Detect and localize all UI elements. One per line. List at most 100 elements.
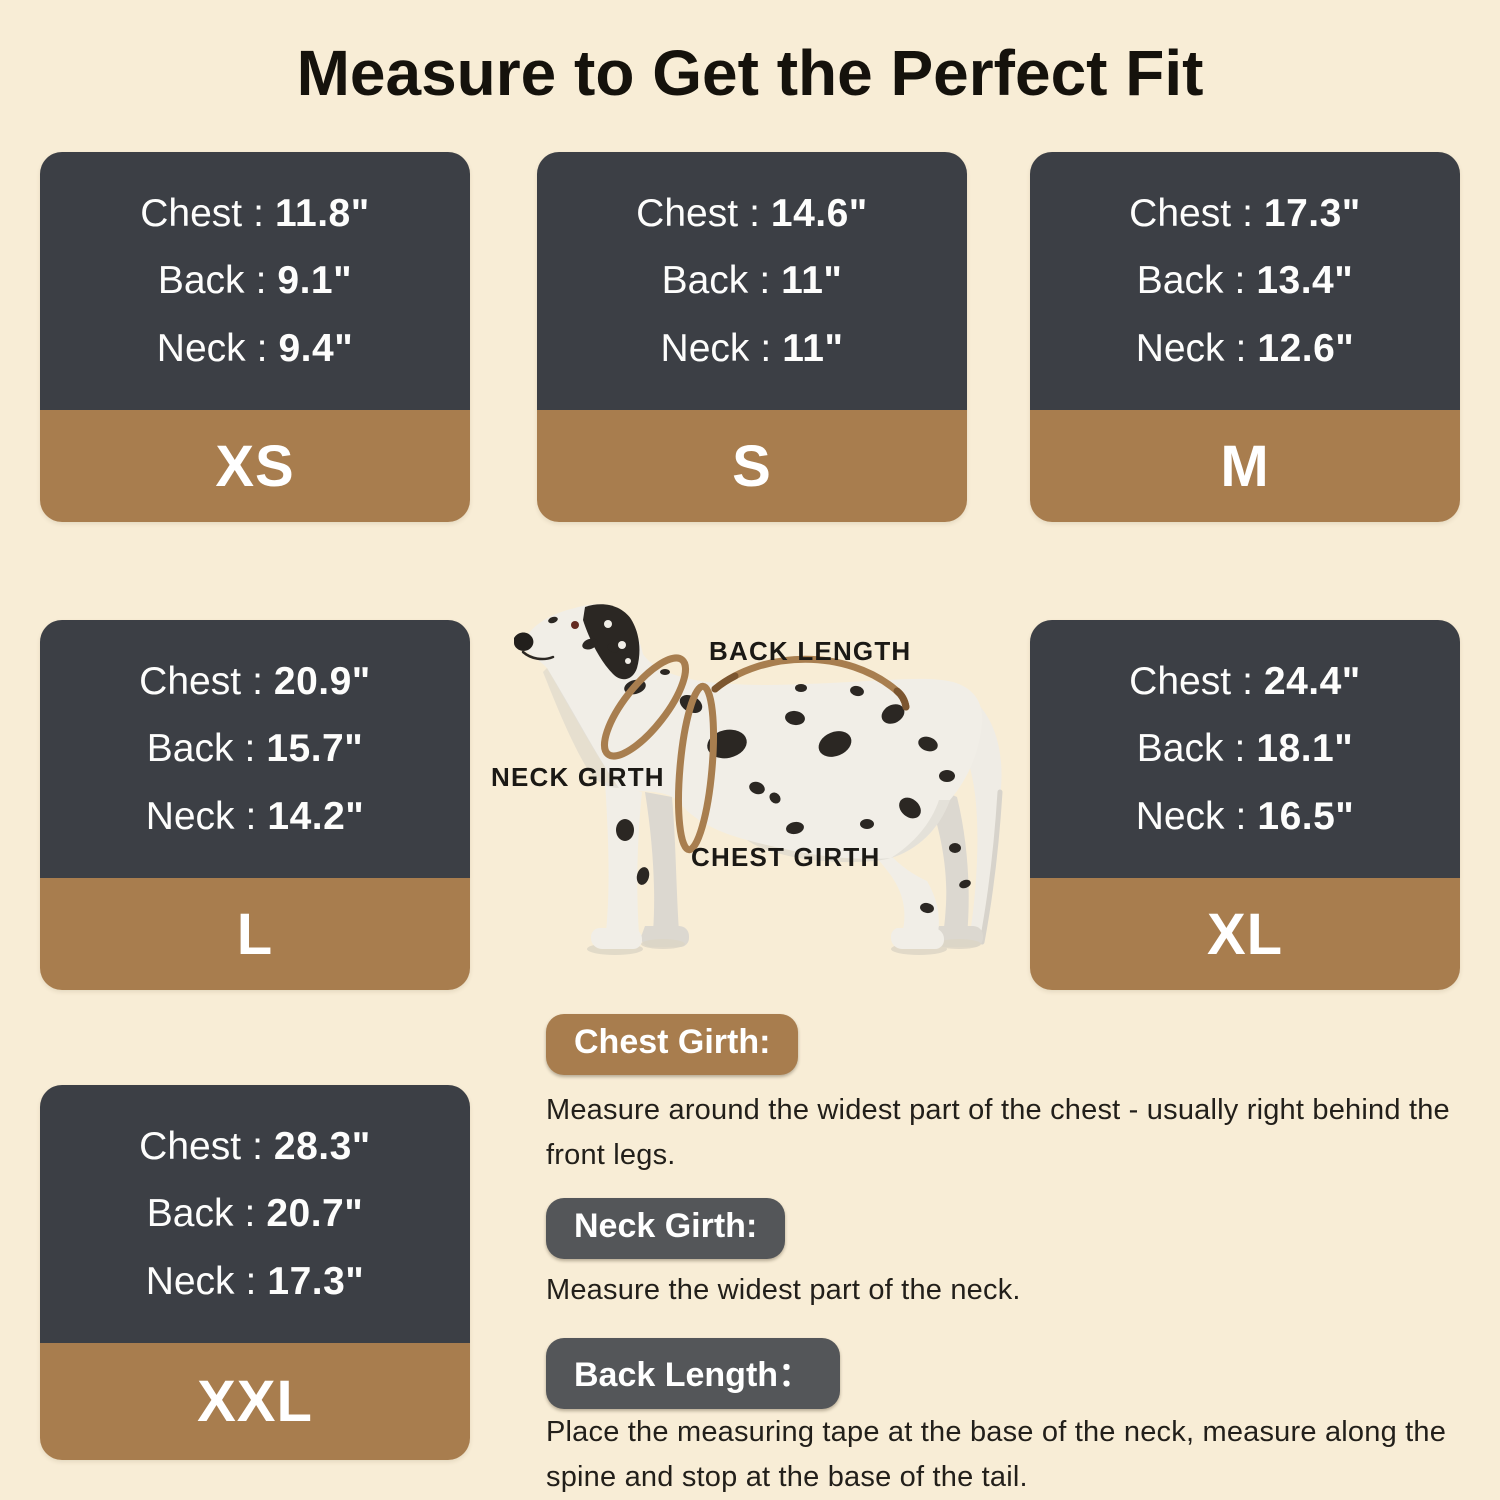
back-value: 20.7" [266, 1192, 364, 1235]
neck-label: Neck [145, 794, 235, 838]
chest-girth-arc [675, 682, 717, 854]
size-band: M [1030, 410, 1460, 522]
chest-label: Chest [1129, 659, 1232, 703]
back-row: Back : 20.7" [40, 1192, 470, 1236]
chest-label: Chest [1129, 191, 1232, 235]
card-measurements: Chest : 20.9" Back : 15.7" Neck : 14.2" [40, 620, 470, 878]
chest-label: Chest [636, 191, 739, 235]
card-measurements: Chest : 17.3" Back : 13.4" Neck : 12.6" [1030, 152, 1460, 410]
card-measurements: Chest : 24.4" Back : 18.1" Neck : 16.5" [1030, 620, 1460, 878]
back-label: Back [1136, 259, 1224, 302]
colon: : [244, 1192, 256, 1235]
colon: : [1242, 659, 1253, 703]
neck-value: 9.4" [278, 326, 354, 370]
size-card-xxl: Chest : 28.3" Back : 20.7" Neck : 17.3" … [40, 1085, 470, 1460]
size-band: XS [40, 410, 470, 522]
back-length-heading: Back Length： [546, 1338, 841, 1409]
chest-value: 28.3" [273, 1124, 371, 1168]
back-row: Back : 13.4" [1030, 259, 1460, 303]
back-label: Back [146, 727, 234, 770]
colon: : [245, 1259, 257, 1303]
neck-label: Neck [156, 326, 246, 370]
chest-row: Chest : 17.3" [1030, 192, 1460, 236]
dog-tail [931, 684, 1003, 945]
colon: : [1234, 727, 1246, 770]
colon: : [759, 259, 771, 302]
neck-label: Neck [660, 326, 750, 370]
colon: : [252, 1124, 263, 1168]
back-label: Back [146, 1192, 234, 1235]
colon: : [749, 191, 760, 235]
back-length-label: BACK LENGTH [709, 636, 912, 666]
neck-row: Neck : 11" [537, 327, 967, 371]
back-value: 13.4" [1256, 259, 1354, 302]
back-value: 11" [781, 259, 843, 302]
back-value: 9.1" [277, 259, 353, 302]
size-band: L [40, 878, 470, 990]
size-name: XXL [197, 1369, 313, 1434]
colon: : [1242, 191, 1253, 235]
dog-nose [514, 632, 534, 651]
neck-girth-arc [601, 654, 689, 760]
dog-eye [571, 621, 579, 629]
back-row: Back : 18.1" [1030, 727, 1460, 771]
card-measurements: Chest : 11.8" Back : 9.1" Neck : 9.4" [40, 152, 470, 410]
neck-value: 11" [782, 326, 844, 370]
size-name: S [732, 433, 772, 499]
dog-measurement-diagram: BACK LENGTH NECK GIRTH CHEST GIRTH [491, 592, 1015, 1012]
colon: : [252, 659, 263, 703]
chest-label: Chest [139, 659, 242, 703]
page-title: Measure to Get the Perfect Fit [296, 37, 1204, 109]
neck-row: Neck : 17.3" [40, 1260, 470, 1304]
neck-label: Neck [1135, 326, 1225, 370]
colon: : [1235, 794, 1247, 838]
card-measurements: Chest : 14.6" Back : 11" Neck : 11" [537, 152, 967, 410]
chest-row: Chest : 24.4" [1030, 660, 1460, 704]
neck-value: 16.5" [1257, 794, 1355, 838]
chest-row: Chest : 20.9" [40, 660, 470, 704]
card-measurements: Chest : 28.3" Back : 20.7" Neck : 17.3" [40, 1085, 470, 1343]
colon: : [1235, 326, 1247, 370]
neck-row: Neck : 9.4" [40, 327, 470, 371]
neck-row: Neck : 12.6" [1030, 327, 1460, 371]
measurement-arcs [601, 654, 910, 854]
size-card-xl: Chest : 24.4" Back : 18.1" Neck : 16.5" … [1030, 620, 1460, 990]
size-name: XS [215, 433, 295, 499]
chest-value: 20.9" [273, 659, 371, 703]
chest-girth-label: CHEST GIRTH [691, 842, 881, 872]
chest-label: Chest [139, 1124, 242, 1168]
colon: : [245, 794, 257, 838]
size-name: M [1220, 433, 1270, 499]
back-label: Back [1136, 727, 1224, 770]
chest-value: 11.8" [274, 191, 370, 235]
size-band: XL [1030, 878, 1460, 990]
neck-label: Neck [1135, 794, 1225, 838]
neck-value: 14.2" [267, 794, 365, 838]
chest-label: Chest [140, 191, 243, 235]
back-row: Back : 9.1" [40, 259, 470, 303]
neck-value: 12.6" [1257, 326, 1355, 370]
chest-row: Chest : 11.8" [40, 192, 470, 236]
size-name: XL [1206, 901, 1284, 967]
chest-value: 17.3" [1263, 191, 1361, 235]
back-row: Back : 15.7" [40, 727, 470, 771]
neck-row: Neck : 16.5" [1030, 795, 1460, 839]
colon: : [1234, 259, 1246, 302]
back-value: 15.7" [266, 727, 364, 770]
dog-ear [583, 604, 640, 680]
back-row: Back : 11" [537, 259, 967, 303]
chest-girth-heading: Chest Girth: [546, 1014, 799, 1075]
neck-girth-label: NECK GIRTH [491, 762, 665, 792]
colon: : [760, 326, 772, 370]
size-name: L [236, 901, 274, 967]
neck-value: 17.3" [267, 1259, 365, 1303]
size-card-xs: Chest : 11.8" Back : 9.1" Neck : 9.4" XS [40, 152, 470, 522]
size-band: XXL [40, 1343, 470, 1460]
neck-girth-description: Measure the widest part of the neck. [546, 1274, 1021, 1306]
chest-value: 14.6" [770, 191, 868, 235]
colon: : [244, 727, 256, 770]
dalmatian-illustration [514, 604, 1003, 955]
size-card-s: Chest : 14.6" Back : 11" Neck : 11" S [537, 152, 967, 522]
chest-value: 24.4" [1263, 659, 1361, 703]
neck-label: Neck [145, 1259, 235, 1303]
